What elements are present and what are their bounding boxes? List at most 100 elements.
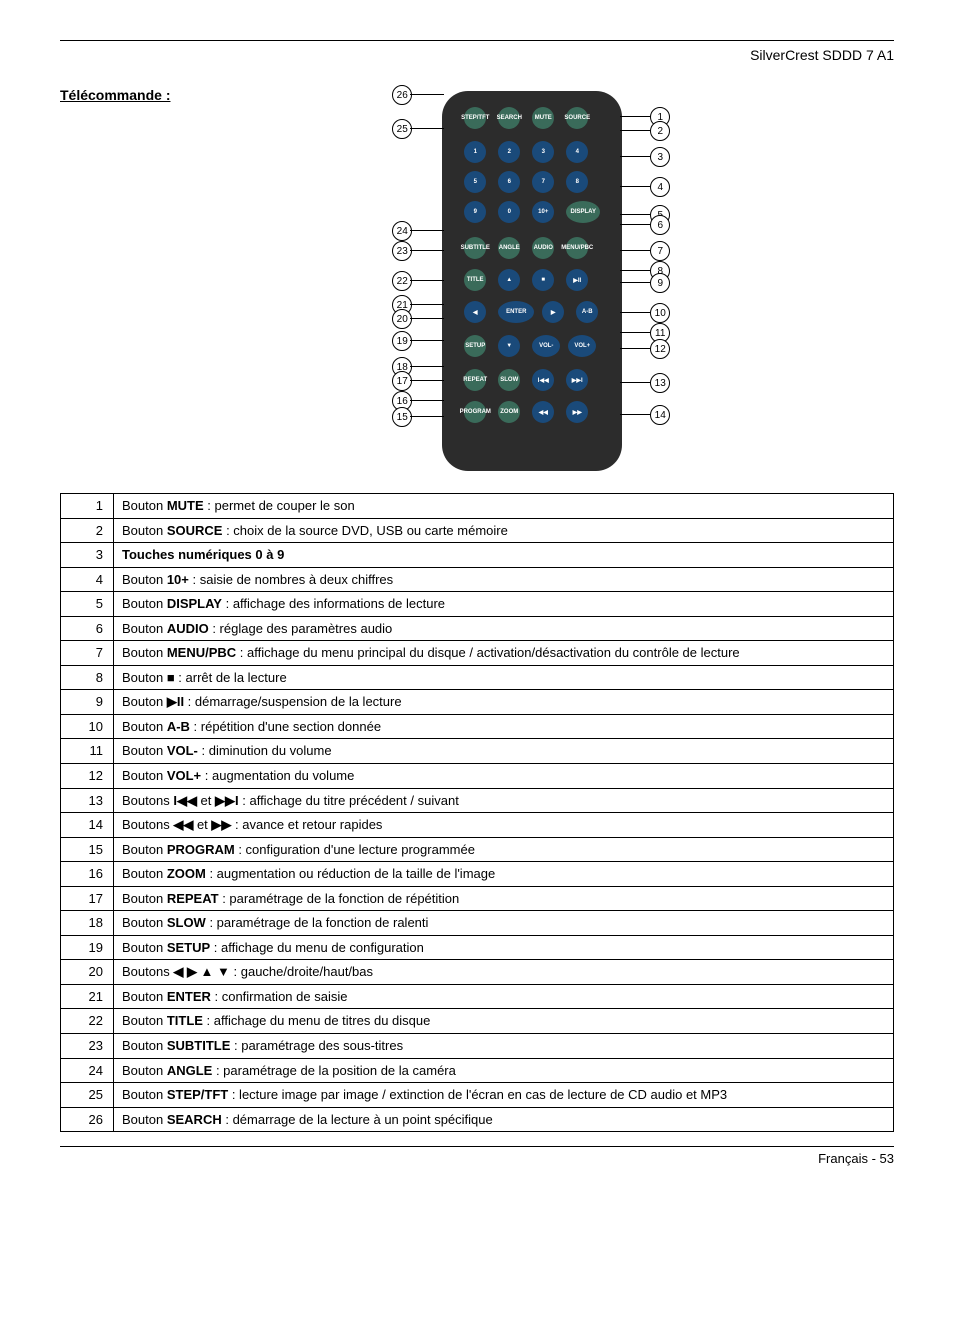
callout-label: 4 bbox=[650, 177, 670, 197]
callout-lead bbox=[620, 186, 650, 187]
row-post: : affichage du menu de configuration bbox=[210, 940, 424, 955]
row-description: Touches numériques 0 à 9 bbox=[114, 543, 894, 568]
callout-lead bbox=[410, 416, 444, 417]
content-row: Télécommande : STEP/TFTSEARCHMUTESOURCE1… bbox=[60, 81, 894, 481]
row-description: Bouton VOL+ : augmentation du volume bbox=[114, 764, 894, 789]
row-pre: Bouton bbox=[122, 1013, 167, 1028]
remote-illustration: STEP/TFTSEARCHMUTESOURCE123456789010+DIS… bbox=[382, 81, 682, 481]
table-row: 12Bouton VOL+ : augmentation du volume bbox=[61, 764, 894, 789]
row-pre: Boutons bbox=[122, 964, 173, 979]
row-description: Boutons ◀ ▶ ▲ ▼ : gauche/droite/haut/bas bbox=[114, 960, 894, 985]
row-post: : paramétrage de la fonction de répétiti… bbox=[219, 891, 460, 906]
table-row: 22 Bouton TITLE : affichage du menu de ti… bbox=[61, 1009, 894, 1034]
table-row: 3Touches numériques 0 à 9 bbox=[61, 543, 894, 568]
row-description: Bouton ZOOM : augmentation ou réduction … bbox=[114, 862, 894, 887]
table-row: 1Bouton MUTE : permet de couper le son bbox=[61, 494, 894, 519]
row-bold: ANGLE bbox=[167, 1063, 213, 1078]
callout-lead bbox=[620, 382, 650, 383]
row-number: 4 bbox=[61, 567, 114, 592]
row-bold: A-B bbox=[167, 719, 190, 734]
row-number: 22 bbox=[61, 1009, 114, 1034]
table-row: 8Bouton ■ : arrêt de la lecture bbox=[61, 665, 894, 690]
row-post: : augmentation ou réduction de la taille… bbox=[206, 866, 495, 881]
callout-label: 24 bbox=[392, 221, 412, 241]
callout-label: 14 bbox=[650, 405, 670, 425]
header-rule bbox=[60, 40, 894, 41]
row-post: : avance et retour rapides bbox=[231, 817, 382, 832]
section-heading: Télécommande : bbox=[60, 87, 170, 103]
row-number: 13 bbox=[61, 788, 114, 813]
row-description: Bouton A-B : répétition d'une section do… bbox=[114, 714, 894, 739]
row-bold: SUBTITLE bbox=[167, 1038, 231, 1053]
row-description: Bouton SEARCH : démarrage de la lecture … bbox=[114, 1107, 894, 1132]
table-row: 14Boutons ◀◀ et ▶▶ : avance et retour ra… bbox=[61, 813, 894, 838]
table-row: 13Boutons I◀◀ et ▶▶I : affichage du titr… bbox=[61, 788, 894, 813]
row-pre: Bouton bbox=[122, 670, 167, 685]
row-number: 10 bbox=[61, 714, 114, 739]
callout-lead bbox=[620, 130, 650, 131]
row-bold2: ▶▶I bbox=[215, 793, 239, 808]
row-bold: DISPLAY bbox=[167, 596, 222, 611]
brand-label: SilverCrest SDDD 7 A1 bbox=[60, 45, 894, 63]
row-bold2: ▶▶ bbox=[211, 817, 231, 832]
row-bold: STEP/TFT bbox=[167, 1087, 228, 1102]
row-number: 8 bbox=[61, 665, 114, 690]
row-description: Bouton PROGRAM : configuration d'une lec… bbox=[114, 837, 894, 862]
callout-label: 15 bbox=[392, 407, 412, 427]
row-post: : démarrage/suspension de la lecture bbox=[184, 694, 402, 709]
row-bold: ◀ ▶ ▲ ▼ bbox=[173, 964, 230, 979]
row-bold: ZOOM bbox=[167, 866, 206, 881]
row-description: Bouton ■ : arrêt de la lecture bbox=[114, 665, 894, 690]
row-number: 20 bbox=[61, 960, 114, 985]
row-post: : affichage du menu de titres du disque bbox=[203, 1013, 430, 1028]
row-pre: Bouton bbox=[122, 645, 167, 660]
row-bold: ■ bbox=[167, 670, 175, 685]
row-bold: REPEAT bbox=[167, 891, 219, 906]
row-bold: SLOW bbox=[167, 915, 206, 930]
callout-label: 22 bbox=[392, 271, 412, 291]
row-post: : choix de la source DVD, USB ou carte m… bbox=[222, 523, 507, 538]
table-row: 24Bouton ANGLE : paramétrage de la posit… bbox=[61, 1058, 894, 1083]
callout-label: 7 bbox=[650, 241, 670, 261]
row-post: : affichage des informations de lecture bbox=[222, 596, 445, 611]
row-post: : confirmation de saisie bbox=[211, 989, 348, 1004]
table-row: 23Bouton SUBTITLE : paramétrage des sous… bbox=[61, 1034, 894, 1059]
footer-lang: Français bbox=[818, 1151, 868, 1166]
row-description: Bouton ENTER : confirmation de saisie bbox=[114, 984, 894, 1009]
row-description: Bouton SOURCE : choix de la source DVD, … bbox=[114, 518, 894, 543]
row-number: 21 bbox=[61, 984, 114, 1009]
callout-lead bbox=[410, 250, 444, 251]
row-number: 25 bbox=[61, 1083, 114, 1108]
callout-lead bbox=[620, 332, 650, 333]
callout-label: 26 bbox=[392, 85, 412, 105]
row-pre: Bouton bbox=[122, 719, 167, 734]
row-bold: 10+ bbox=[167, 572, 189, 587]
row-description: Bouton VOL- : diminution du volume bbox=[114, 739, 894, 764]
callout-lead bbox=[620, 270, 650, 271]
table-row: 5Bouton DISPLAY : affichage des informat… bbox=[61, 592, 894, 617]
row-number: 5 bbox=[61, 592, 114, 617]
row-bold: TITLE bbox=[167, 1013, 203, 1028]
page-footer: Français - 53 bbox=[60, 1147, 894, 1166]
row-pre: Bouton bbox=[122, 842, 167, 857]
row-bold: VOL- bbox=[167, 743, 198, 758]
row-pre: Bouton bbox=[122, 1038, 167, 1053]
table-row: 25Bouton STEP/TFT : lecture image par im… bbox=[61, 1083, 894, 1108]
row-description: Boutons I◀◀ et ▶▶I : affichage du titre … bbox=[114, 788, 894, 813]
row-pre: Bouton bbox=[122, 989, 167, 1004]
row-description: Bouton MENU/PBC : affichage du menu prin… bbox=[114, 641, 894, 666]
row-description: Bouton 10+ : saisie de nombres à deux ch… bbox=[114, 567, 894, 592]
row-pre: Bouton bbox=[122, 743, 167, 758]
table-row: 9Bouton ▶II : démarrage/suspension de la… bbox=[61, 690, 894, 715]
row-post: : affichage du menu principal du disque … bbox=[236, 645, 739, 660]
row-pre: Bouton bbox=[122, 1087, 167, 1102]
callout-lead bbox=[620, 224, 650, 225]
row-number: 11 bbox=[61, 739, 114, 764]
row-post: : diminution du volume bbox=[198, 743, 332, 758]
row-number: 17 bbox=[61, 886, 114, 911]
row-bold: PROGRAM bbox=[167, 842, 235, 857]
table-row: 4Bouton 10+ : saisie de nombres à deux c… bbox=[61, 567, 894, 592]
row-pre: Bouton bbox=[122, 915, 167, 930]
row-pre: Bouton bbox=[122, 498, 167, 513]
table-row: 6Bouton AUDIO : réglage des paramètres a… bbox=[61, 616, 894, 641]
